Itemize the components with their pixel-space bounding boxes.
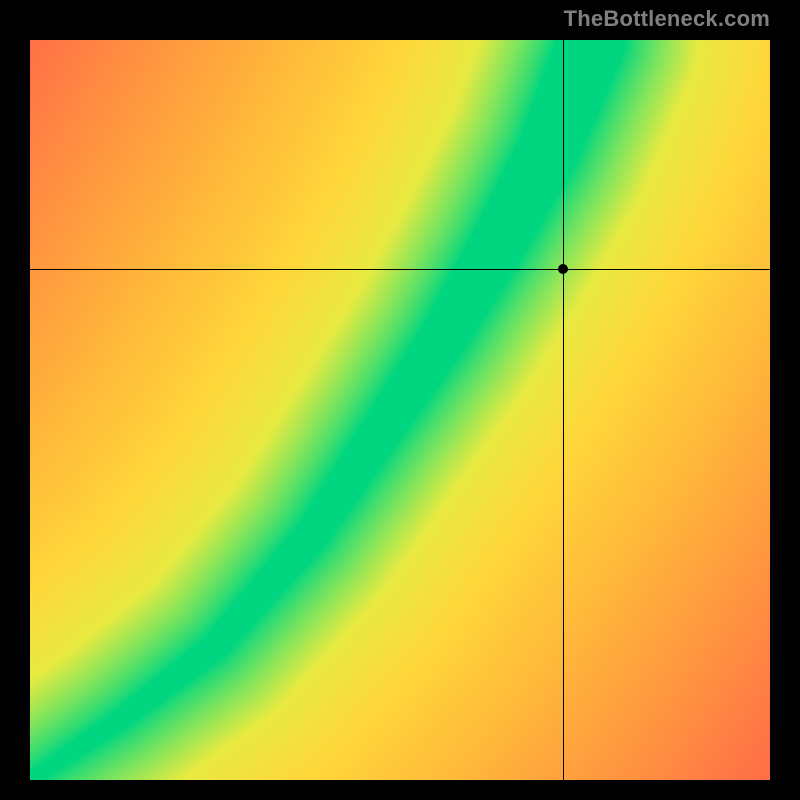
data-point-marker xyxy=(558,264,568,274)
chart-container: TheBottleneck.com xyxy=(0,0,800,800)
crosshair-horizontal xyxy=(30,269,770,270)
heatmap-canvas xyxy=(30,40,770,780)
crosshair-vertical xyxy=(563,40,564,780)
plot-area xyxy=(30,40,770,780)
attribution-text: TheBottleneck.com xyxy=(564,6,770,32)
